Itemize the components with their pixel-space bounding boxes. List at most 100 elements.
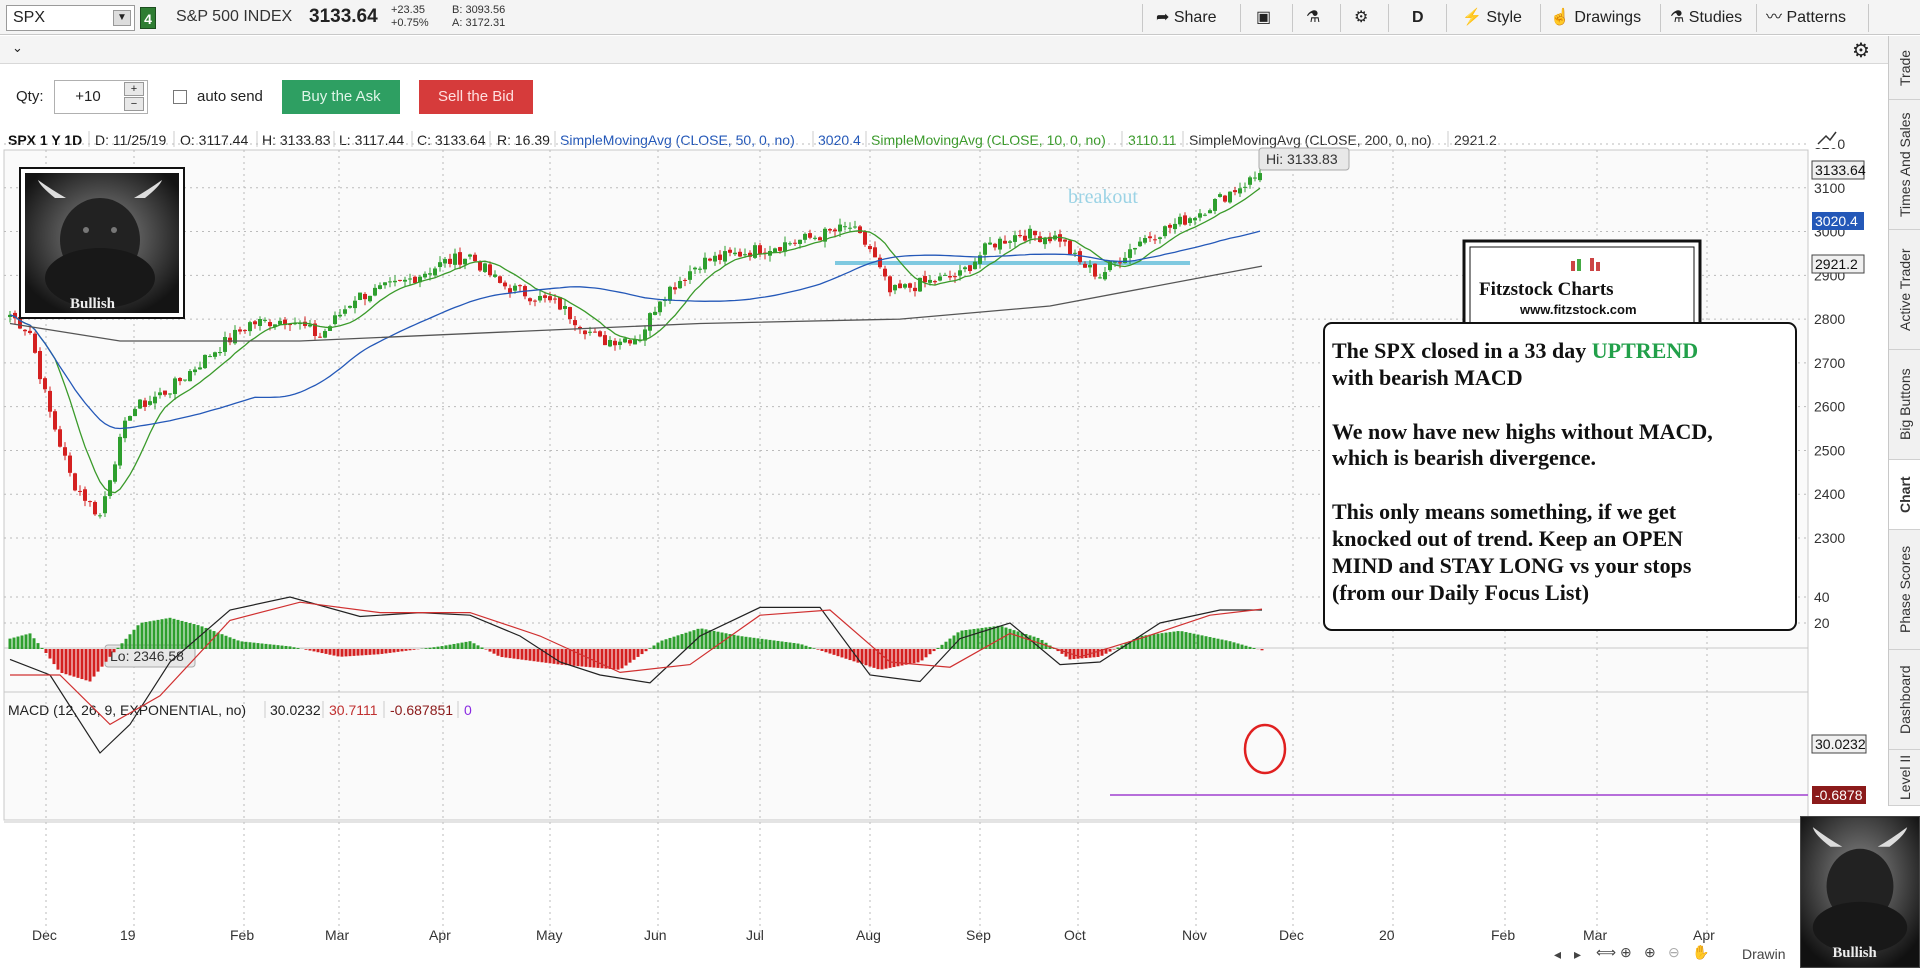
candle-body xyxy=(833,229,837,232)
candle-body xyxy=(413,276,417,284)
macd-histogram-bar xyxy=(384,649,388,654)
tab-trade[interactable]: Trade xyxy=(1889,36,1920,100)
candle-body xyxy=(398,279,402,281)
macd-histogram-bar xyxy=(108,649,112,657)
candle-body xyxy=(1028,228,1032,239)
chart-mode-icon[interactable] xyxy=(1814,128,1838,148)
candle-body xyxy=(1198,213,1202,218)
svg-text:Lo: 2346.58: Lo: 2346.58 xyxy=(110,648,184,664)
scroll-right-icon[interactable]: ▸ xyxy=(1574,946,1582,962)
flask-button[interactable]: ⚗ xyxy=(1300,4,1326,32)
last-price: 3133.64 xyxy=(309,6,378,27)
buy-the-ask-button[interactable]: Buy the Ask xyxy=(282,80,400,114)
macd-histogram-bar xyxy=(580,649,584,667)
macd-histogram-bar xyxy=(704,629,708,649)
macd-histogram-bar xyxy=(876,649,880,670)
zoom-out-icon[interactable]: ⊖ xyxy=(1668,944,1680,960)
hand-icon[interactable]: ✋ xyxy=(1692,944,1710,960)
flask-icon: ⚗ xyxy=(1670,9,1685,26)
collapse-chevron-icon[interactable]: ⌄ xyxy=(12,40,23,55)
macd-histogram-bar xyxy=(148,621,152,649)
candle-body xyxy=(73,473,77,491)
ask-value: A: 3172.31 xyxy=(452,17,506,29)
bullish-image-small: Bullish xyxy=(1800,816,1920,968)
macd-histogram-bar xyxy=(284,645,288,649)
style-button[interactable]: ⚡ Style xyxy=(1456,4,1528,32)
tab-times-and-sales[interactable]: Times And Sales xyxy=(1889,100,1920,230)
period-button[interactable]: D xyxy=(1412,9,1424,26)
chevron-down-icon[interactable]: ▼ xyxy=(113,10,131,26)
macd-histogram-bar xyxy=(468,641,472,649)
candle-body xyxy=(458,252,462,265)
macd-histogram-bar xyxy=(76,649,80,678)
settings-button[interactable]: ⚙ xyxy=(1348,4,1374,32)
drawings-button[interactable]: ☝ Drawings xyxy=(1544,4,1647,32)
zoom-in-icon[interactable]: ⊕ xyxy=(1644,944,1656,960)
candle-body xyxy=(818,237,822,241)
link-group-badge[interactable]: 4 xyxy=(140,7,156,29)
macd-histogram-bar xyxy=(44,649,48,653)
increment-button[interactable]: + xyxy=(124,82,144,96)
candle-body xyxy=(1048,236,1052,242)
macd-histogram-bar xyxy=(52,649,56,665)
macd-histogram-bar xyxy=(248,642,252,649)
macd-histogram-bar xyxy=(244,641,248,649)
decrement-button[interactable]: − xyxy=(124,97,144,111)
breakout-label: breakout xyxy=(1068,186,1138,208)
tab-chart[interactable]: Chart xyxy=(1889,460,1920,530)
candle-body xyxy=(68,455,72,473)
macd-histogram-bar xyxy=(1244,645,1248,649)
auto-send-checkbox[interactable] xyxy=(173,90,187,104)
symbol-selector[interactable]: SPX ▼ xyxy=(6,5,135,31)
drawings-bottom-label[interactable]: Drawin xyxy=(1742,946,1786,962)
change-value: +23.35 xyxy=(391,4,425,16)
tab-phase-scores[interactable]: Phase Scores xyxy=(1889,530,1920,650)
candle-body xyxy=(918,277,922,292)
macd-histogram-bar xyxy=(380,649,384,654)
macd-histogram-bar xyxy=(1172,631,1176,649)
candle-body xyxy=(913,287,917,292)
macd-histogram-bar xyxy=(1156,633,1160,649)
candle-body xyxy=(113,464,117,482)
studies-button[interactable]: ⚗ Studies xyxy=(1664,4,1748,32)
macd-histogram-bar xyxy=(936,647,940,649)
gear-icon[interactable]: ⚙ xyxy=(1852,40,1870,62)
candle-body xyxy=(1258,173,1262,181)
candle-body xyxy=(1233,190,1237,193)
macd-histogram-bar xyxy=(724,633,728,649)
legend-close: C: 3133.64 xyxy=(417,132,486,148)
macd-histogram-bar xyxy=(12,637,16,649)
scroll-left-icon[interactable]: ◂ xyxy=(1554,946,1562,962)
candle-body xyxy=(973,261,977,270)
tab-dashboard[interactable]: Dashboard xyxy=(1889,650,1920,750)
zoom-fit-icon[interactable]: ⟺ xyxy=(1596,944,1617,960)
macd-histogram-bar xyxy=(960,630,964,649)
chart-settings-button[interactable]: ▣ xyxy=(1250,4,1277,32)
macd-histogram-bar xyxy=(1064,649,1068,657)
tab-level-ii[interactable]: Level II xyxy=(1889,750,1920,806)
gear-icon: ⚙ xyxy=(1354,9,1369,26)
macd-histogram-bar xyxy=(220,634,224,649)
tab-big-buttons[interactable]: Big Buttons xyxy=(1889,350,1920,460)
chart-area[interactable]: SPX 1 Y 1D D: 11/25/19 O: 3117.44 H: 313… xyxy=(0,128,1888,972)
price-chart[interactable]: SPX 1 Y 1D D: 11/25/19 O: 3117.44 H: 313… xyxy=(0,128,1888,972)
macd-histogram-bar xyxy=(1208,637,1212,649)
macd-histogram-bar xyxy=(456,643,460,649)
patterns-button[interactable]: 〰 Patterns xyxy=(1760,4,1852,32)
candle-body xyxy=(118,436,122,466)
candle-body xyxy=(43,378,47,390)
crosshair-icon[interactable]: ⊕ xyxy=(1620,944,1632,960)
macd-histogram-bar xyxy=(488,649,492,652)
auto-send-label: auto send xyxy=(197,88,263,105)
candle-body xyxy=(38,350,42,380)
candle-body xyxy=(588,331,592,333)
macd-histogram-bar xyxy=(132,629,136,649)
sell-the-bid-button[interactable]: Sell the Bid xyxy=(419,80,533,114)
candle-body xyxy=(1223,195,1227,202)
candle-body xyxy=(583,330,587,335)
macd-histogram-bar xyxy=(664,639,668,649)
tab-active-trader[interactable]: Active Trader xyxy=(1889,230,1920,350)
brand-title: Fitzstock Charts xyxy=(1479,279,1614,300)
sma200-line xyxy=(9,265,1263,342)
share-button[interactable]: ➦ Share xyxy=(1150,4,1223,32)
